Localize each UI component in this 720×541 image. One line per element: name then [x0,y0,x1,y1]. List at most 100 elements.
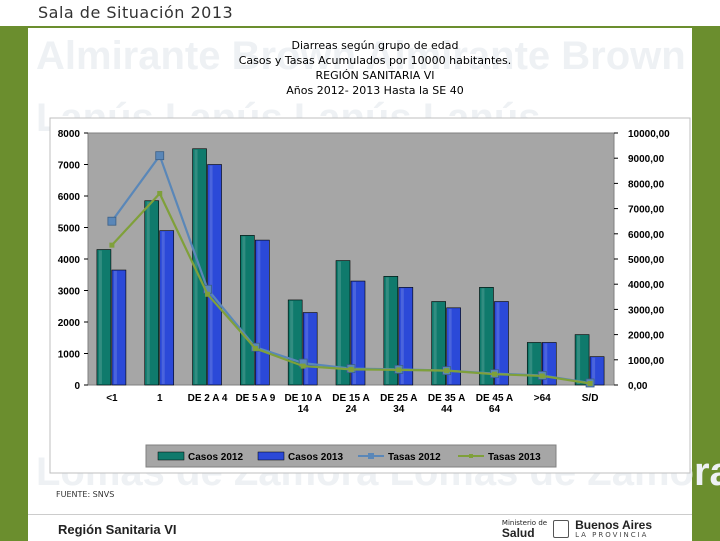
bar-highlight [290,300,294,384]
point-tasas-2013 [300,363,306,369]
bar-casos-2013 [111,269,127,386]
legend-box [145,444,557,468]
left-axis-tick-label: 2000 [58,318,81,329]
bar-highlight [385,277,389,384]
bar-highlight [496,302,500,384]
footer-region-label: Región Sanitaria VI [58,522,177,537]
bar-highlight [113,271,117,384]
bar-casos-2013 [398,287,414,386]
left-axis-tick-label: 1000 [58,350,81,361]
point-tasas-2012 [155,151,165,161]
bar-highlight [529,343,533,384]
bar-highlight [98,250,102,384]
left-axis-tick-label: 4000 [58,255,81,266]
brand-label: Buenos Aires LA PROVINCIA [575,519,652,539]
point-tasas-2012 [107,216,117,226]
footer-logo: Ministerio de Salud Buenos Aires LA PROV… [502,519,652,539]
bar-highlight [305,313,309,384]
point-tasas-2013 [252,345,258,351]
x-axis-tick-label: DE 25 A [380,393,417,404]
legend-swatch [157,451,185,461]
page-title: Sala de Situación 2013 [38,3,234,22]
right-axis-tick-label: 3000,00 [628,305,665,316]
bar-highlight [577,335,581,384]
right-axis-tick-label: 1000,00 [628,356,665,367]
left-axis-tick-label: 6000 [58,192,81,203]
legend-label: Casos 2012 [188,452,243,463]
left-axis-tick-label: 5000 [58,224,81,235]
legend-label: Casos 2013 [288,452,343,463]
chart-title: Diarreas según grupo de edad Casos y Tas… [200,38,550,98]
bar-casos-2013 [494,301,509,386]
point-tasas-2013 [348,366,354,372]
bar-highlight [161,231,165,384]
right-axis-tick-label: 5000,00 [628,255,665,266]
bar-casos-2012 [335,260,351,386]
x-axis-tick-label: 44 [441,404,453,415]
bar-casos-2013 [350,280,366,386]
bar-highlight [209,165,213,384]
bar-highlight [146,201,150,384]
x-axis-tick-label: 64 [489,404,501,415]
x-axis-tick-label: 14 [298,404,310,415]
bar-highlight [433,302,437,384]
watermark-line-1: Almirante Brown Almirante Brown [36,34,686,78]
x-axis-tick-label: S/D [582,393,599,404]
right-axis-tick-label: 8000,00 [628,179,665,190]
bar-highlight [481,288,485,384]
point-tasas-2013 [587,380,593,386]
legend-label: Tasas 2013 [488,452,541,463]
source-note: FUENTE: SNVS [56,490,115,499]
x-axis-tick-label: 1 [157,393,163,404]
x-axis-tick-label: DE 10 A [284,393,321,404]
point-tasas-2013 [205,291,211,297]
bar-casos-2012 [96,249,112,386]
left-axis-tick-label: 7000 [58,161,81,172]
legend-swatch [257,451,285,461]
x-axis-tick-label: 34 [393,404,405,415]
header-bar: Sala de Situación 2013 [0,0,720,28]
brand-sub: LA PROVINCIA [575,531,649,539]
bar-highlight [448,308,452,384]
ministry-line: Salud [501,526,535,540]
bar-casos-2013 [159,230,175,386]
legend-marker [368,453,374,459]
right-axis-tick-label: 2000,00 [628,331,665,342]
point-tasas-2013 [539,373,545,379]
brand-name: Buenos Aires [575,518,652,532]
chart-title-line: REGIÓN SANITARIA VI [315,69,435,82]
bar-casos-2012 [479,287,494,386]
bar-casos-2013 [589,356,605,386]
bar-highlight [338,261,341,384]
x-axis-tick-label: DE 2 A 4 [188,393,228,404]
chart-title-line: Años 2012- 2013 Hasta la SE 40 [286,84,464,97]
chart-title-line: Casos y Tasas Acumulados por 10000 habit… [238,54,512,67]
right-axis-tick-label: 7000,00 [628,205,665,216]
bar-highlight [353,282,356,384]
left-axis-tick-label: 3000 [58,287,81,298]
x-axis-tick-label: >64 [534,393,551,404]
point-tasas-2013 [109,242,115,248]
x-axis-tick-label: DE 45 A [476,393,513,404]
bar-casos-2013 [207,164,222,386]
point-tasas-2013 [396,367,402,373]
legend-label: Tasas 2012 [388,452,441,463]
right-axis-tick-label: 0,00 [628,381,648,392]
x-axis-tick-label: DE 5 A 9 [235,393,275,404]
bar-highlight [544,343,548,384]
bar-highlight [257,241,261,384]
bar-highlight [592,357,596,384]
bar-highlight [400,288,404,384]
x-axis-tick-label: 24 [345,404,357,415]
right-axis-tick-label: 9000,00 [628,154,665,165]
left-axis-tick-label: 0 [74,381,80,392]
bar-highlight [242,236,246,384]
x-axis-tick-label: DE 15 A [332,393,369,404]
footer: Región Sanitaria VI Ministerio de Salud … [28,514,692,541]
bar-casos-2013 [446,307,461,386]
right-axis-tick-label: 6000,00 [628,230,665,241]
bar-casos-2012 [383,276,399,386]
bar-highlight [194,149,198,384]
ministry-label: Ministerio de Salud [502,519,547,539]
left-axis-tick-label: 8000 [58,129,81,140]
